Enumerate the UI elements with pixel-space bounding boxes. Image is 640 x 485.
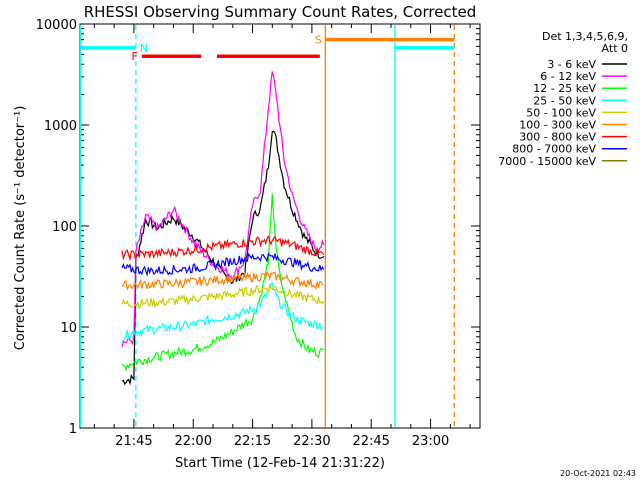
chart-title: RHESSI Observing Summary Count Rates, Co… xyxy=(84,3,477,21)
series-line xyxy=(121,252,325,278)
series-line xyxy=(121,71,325,348)
state-segment-label: N xyxy=(140,42,148,55)
legend-entry-label: 3 - 6 keV xyxy=(547,58,596,71)
x-tick-label: 21:45 xyxy=(115,434,152,449)
y-tick-label: 1 xyxy=(69,422,77,437)
state-segment-label: F xyxy=(131,50,137,63)
x-tick-label: 22:30 xyxy=(293,434,330,449)
series-line xyxy=(121,235,325,262)
legend-entry-label: 300 - 800 keV xyxy=(519,131,596,144)
series-line xyxy=(121,282,325,342)
y-tick-label: 1000 xyxy=(44,119,77,134)
legend-entry-label: 25 - 50 keV xyxy=(533,94,596,107)
x-tick-label: 22:15 xyxy=(234,434,271,449)
plot-frame xyxy=(79,23,481,429)
x-tick-label: 22:45 xyxy=(352,434,389,449)
legend-entry-label: 12 - 25 keV xyxy=(533,82,596,95)
state-segment-label: S xyxy=(315,34,322,47)
series-line xyxy=(121,193,324,372)
series-group xyxy=(121,71,325,386)
series-line xyxy=(121,271,325,290)
legend-entry-label: 100 - 300 keV xyxy=(519,119,596,132)
series-line xyxy=(121,130,325,386)
y-axis-label: Corrected Count Rate (s⁻¹ detector⁻¹) xyxy=(13,106,28,351)
y-tick-label: 10000 xyxy=(36,18,77,33)
footer-timestamp: 20-Oct-2021 02:43 xyxy=(560,469,636,478)
legend-entry-label: 6 - 12 keV xyxy=(540,70,596,83)
y-tick-label: 10 xyxy=(60,321,77,336)
legend-header-line-2: Att 0 xyxy=(602,42,628,55)
series-line xyxy=(121,283,325,310)
x-tick-label: 22:00 xyxy=(175,434,212,449)
legend-entry-label: 50 - 100 keV xyxy=(526,106,596,119)
legend-entry-label: 800 - 7000 keV xyxy=(512,143,596,156)
y-tick-label: 100 xyxy=(52,220,77,235)
x-tick-label: 23:00 xyxy=(412,434,449,449)
legend-entry-label: 7000 - 15000 keV xyxy=(498,155,596,168)
legend-header-line-1: Det 1,3,4,5,6,9, xyxy=(542,30,628,43)
x-axis-label: Start Time (12-Feb-14 21:31:22) xyxy=(175,456,385,471)
